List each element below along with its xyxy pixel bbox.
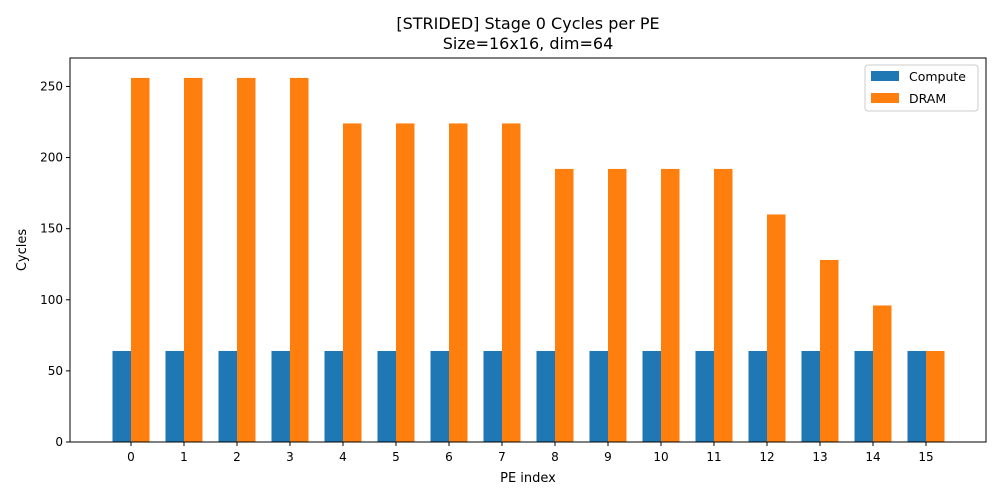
- x-axis-label: PE index: [500, 471, 556, 486]
- legend-label-dram: DRAM: [909, 91, 946, 106]
- x-tick-label: 1: [180, 450, 188, 464]
- legend-label-compute: Compute: [909, 69, 966, 84]
- y-tick-label: 100: [40, 293, 63, 307]
- legend-swatch-compute: [871, 71, 899, 81]
- bar-dram-1: [184, 77, 203, 443]
- x-tick-label: 6: [445, 450, 453, 464]
- x-tick-label: 14: [865, 450, 880, 464]
- y-tick-label: 50: [48, 364, 63, 378]
- bar-compute-2: [218, 350, 237, 442]
- bar-compute-3: [271, 350, 290, 442]
- bar-dram-2: [237, 77, 256, 443]
- bars-group: [112, 77, 945, 443]
- y-axis-label: Cycles: [15, 229, 30, 272]
- x-tick-label: 8: [551, 450, 559, 464]
- bar-compute-10: [642, 350, 661, 442]
- x-tick-label: 11: [706, 450, 721, 464]
- bar-dram-6: [449, 123, 468, 442]
- x-tick-label: 3: [286, 450, 294, 464]
- bar-dram-9: [608, 168, 627, 442]
- bar-compute-9: [589, 350, 608, 442]
- x-axis-ticks: 0 1 2 3 4 5 6 7 8 9 10 11 12 13 14 15: [127, 442, 934, 464]
- x-tick-label: 13: [812, 450, 827, 464]
- bar-compute-13: [801, 350, 820, 442]
- x-tick-label: 10: [653, 450, 668, 464]
- bar-compute-14: [854, 350, 873, 442]
- x-tick-label: 2: [233, 450, 241, 464]
- y-axis-ticks: 0 50 100 150 200 250: [40, 79, 70, 449]
- bar-compute-5: [377, 350, 396, 442]
- bar-compute-15: [907, 350, 926, 442]
- bar-dram-11: [714, 168, 733, 442]
- x-tick-label: 4: [339, 450, 347, 464]
- bar-dram-15: [926, 350, 945, 442]
- x-tick-label: 12: [759, 450, 774, 464]
- bar-compute-6: [430, 350, 449, 442]
- y-tick-label: 250: [40, 79, 63, 93]
- bar-dram-10: [661, 168, 680, 442]
- chart-title: [STRIDED] Stage 0 Cycles per PE: [396, 14, 659, 33]
- bar-compute-4: [324, 350, 343, 442]
- bar-dram-0: [131, 77, 150, 443]
- bar-compute-12: [748, 350, 767, 442]
- bar-compute-0: [112, 350, 131, 442]
- bar-compute-7: [483, 350, 502, 442]
- bar-dram-7: [502, 123, 521, 442]
- plot-frame: [69, 57, 987, 443]
- chart-subtitle: Size=16x16, dim=64: [443, 34, 614, 53]
- bar-dram-14: [873, 305, 892, 442]
- legend-swatch-dram: [871, 93, 899, 103]
- bar-dram-3: [290, 77, 309, 443]
- y-tick-label: 200: [40, 151, 63, 165]
- x-tick-label: 9: [604, 450, 612, 464]
- x-tick-label: 5: [392, 450, 400, 464]
- bar-compute-11: [695, 350, 714, 442]
- x-tick-label: 7: [498, 450, 506, 464]
- bar-dram-8: [555, 168, 574, 442]
- x-tick-label: 15: [918, 450, 933, 464]
- bar-dram-13: [820, 259, 839, 442]
- y-tick-label: 0: [55, 435, 63, 449]
- bar-dram-12: [767, 214, 786, 442]
- legend: Compute DRAM: [864, 64, 979, 112]
- bar-compute-1: [165, 350, 184, 442]
- bar-dram-4: [343, 123, 362, 442]
- bar-compute-8: [536, 350, 555, 442]
- x-tick-label: 0: [127, 450, 135, 464]
- y-tick-label: 150: [40, 222, 63, 236]
- bar-dram-5: [396, 123, 415, 442]
